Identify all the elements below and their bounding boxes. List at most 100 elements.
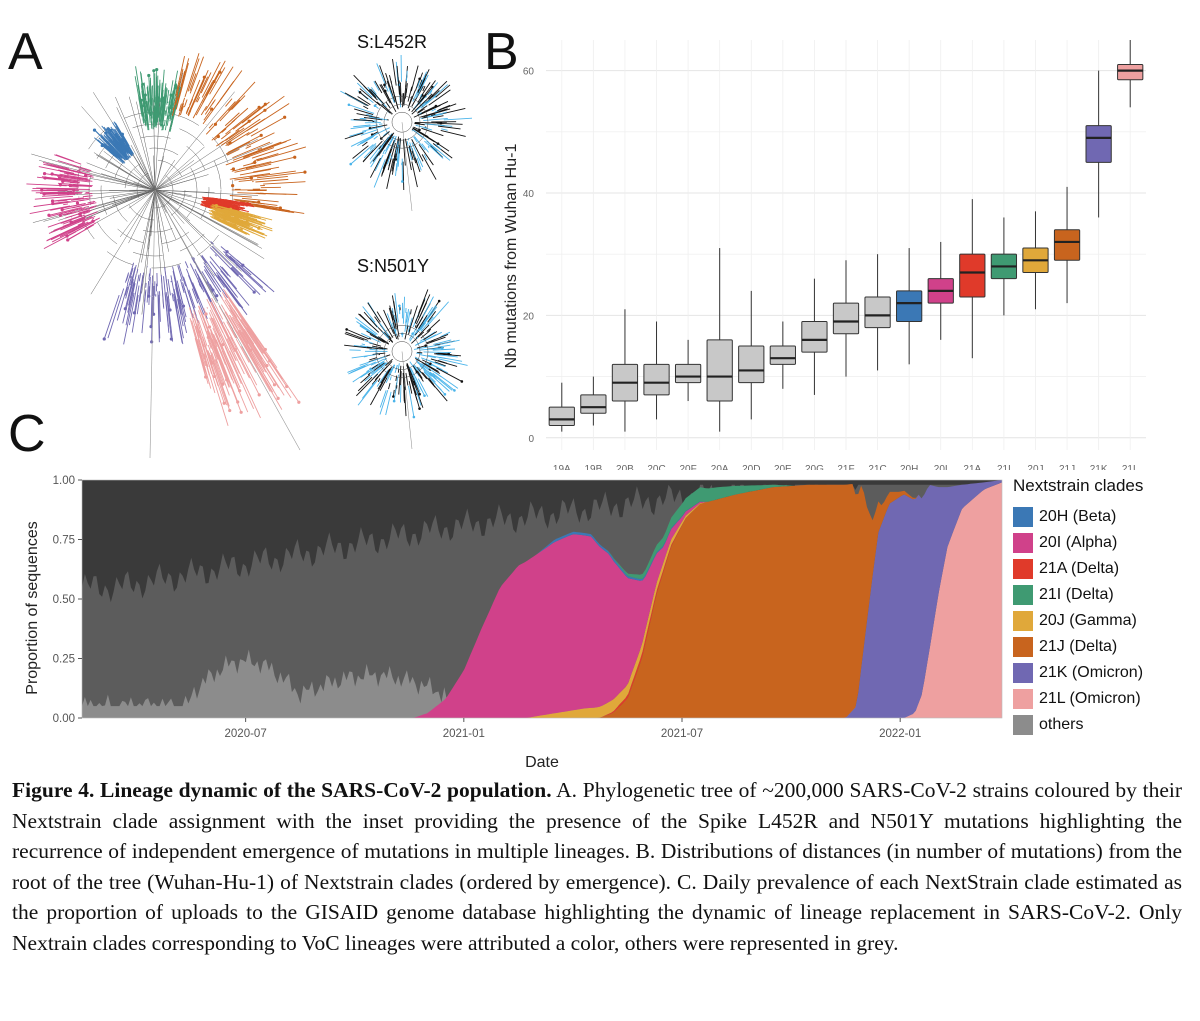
area-21k-omicron- bbox=[82, 480, 1002, 718]
box-body bbox=[706, 339, 733, 402]
legend-title: Nextstrain clades bbox=[1013, 476, 1144, 495]
y-tick-label: 0.75 bbox=[53, 535, 75, 547]
legend-swatch bbox=[1013, 559, 1033, 579]
x-tick-label: 20C bbox=[647, 464, 665, 470]
box-20G bbox=[801, 278, 828, 395]
x-tick-label: 21L bbox=[1122, 464, 1139, 470]
area-ylabel: Proportion of sequences bbox=[24, 521, 41, 694]
box-20I bbox=[927, 241, 954, 340]
y-tick-label: 60 bbox=[523, 67, 535, 78]
box-20A bbox=[706, 248, 733, 432]
x-tick-label: 2022-01 bbox=[879, 728, 921, 740]
legend-item: 21A (Delta) bbox=[1013, 556, 1183, 582]
legend-label: 21I (Delta) bbox=[1039, 586, 1114, 603]
figure-caption: Figure 4. Lineage dynamic of the SARS-Co… bbox=[12, 775, 1182, 959]
box-body bbox=[832, 302, 860, 335]
box-body bbox=[738, 345, 765, 384]
box-body bbox=[548, 406, 575, 427]
box-body bbox=[896, 290, 923, 322]
legend-item: 21I (Delta) bbox=[1013, 582, 1183, 608]
box-body bbox=[864, 296, 891, 329]
box-body bbox=[1085, 125, 1112, 163]
legend-item: 20J (Gamma) bbox=[1013, 608, 1183, 634]
x-tick-label: 19A bbox=[553, 464, 571, 470]
x-tick-label: 20G bbox=[805, 464, 824, 470]
y-tick-label: 40 bbox=[523, 189, 535, 200]
tree-clade-sector bbox=[26, 154, 100, 250]
box-body bbox=[1117, 63, 1144, 81]
box-20E bbox=[769, 321, 796, 389]
box-body bbox=[580, 394, 607, 414]
legend-label: 20I (Alpha) bbox=[1039, 534, 1118, 551]
x-tick-label: 21K bbox=[1090, 464, 1108, 470]
legend-label: others bbox=[1039, 716, 1084, 733]
others-band-light bbox=[82, 649, 1002, 718]
legend-swatch bbox=[1013, 533, 1033, 553]
x-tick-label: 2020-07 bbox=[225, 728, 267, 740]
box-19A bbox=[548, 382, 575, 432]
caption-lead: Figure 4. Lineage dynamic of the SARS-Co… bbox=[12, 778, 552, 802]
tree-clade-sector bbox=[171, 53, 307, 214]
y-tick-label: 0 bbox=[528, 434, 534, 445]
tree-clade-sector bbox=[208, 203, 273, 239]
x-tick-label: 2021-01 bbox=[443, 728, 485, 740]
x-tick-label: 20D bbox=[742, 464, 760, 470]
y-tick-label: 0.50 bbox=[53, 594, 75, 606]
box-20F bbox=[674, 339, 702, 402]
legend-swatch bbox=[1013, 637, 1033, 657]
legend-item: 20I (Alpha) bbox=[1013, 530, 1183, 556]
legend-item: 21K (Omicron) bbox=[1013, 660, 1183, 686]
x-tick-label: 21A bbox=[963, 464, 981, 470]
phylogenetic-tree bbox=[26, 53, 307, 459]
box-21C bbox=[864, 254, 891, 371]
box-20D bbox=[738, 290, 765, 420]
box-21K bbox=[1085, 70, 1112, 218]
x-tick-label: 20I bbox=[934, 464, 948, 470]
legend-swatch bbox=[1013, 715, 1033, 735]
box-body bbox=[801, 320, 828, 353]
tree-clade-sector bbox=[102, 241, 275, 345]
legend-label: 20H (Beta) bbox=[1039, 508, 1117, 525]
box-21L bbox=[1117, 40, 1144, 108]
box-body bbox=[643, 363, 670, 396]
boxplot-chart: Nb mutations from Wuhan Hu-1 0 20 40 60 19A 1… bbox=[503, 40, 1146, 470]
legend-swatch bbox=[1013, 585, 1033, 605]
area-21j-delta- bbox=[82, 480, 1002, 718]
legend-label: 21A (Delta) bbox=[1039, 560, 1120, 577]
x-tick-label: 20F bbox=[679, 464, 696, 470]
legend-swatch bbox=[1013, 507, 1033, 527]
legend-swatch bbox=[1013, 611, 1033, 631]
legend-swatch bbox=[1013, 663, 1033, 683]
inset-tree-n501y bbox=[344, 289, 468, 450]
box-19B bbox=[580, 376, 607, 426]
panel-a-letter: A bbox=[8, 23, 43, 81]
x-tick-label: 20H bbox=[900, 464, 918, 470]
inset-l452r-title: S:L452R bbox=[357, 32, 428, 52]
area-20i-alpha- bbox=[82, 480, 1002, 718]
x-tick-label: 21F bbox=[837, 464, 854, 470]
area-xlabel: Date bbox=[525, 754, 559, 771]
x-tick-label: 20J bbox=[1027, 464, 1043, 470]
legend-swatch bbox=[1013, 689, 1033, 709]
box-21J bbox=[1053, 186, 1081, 304]
legend-item: 21L (Omicron) bbox=[1013, 686, 1183, 712]
boxplot-ylabel: Nb mutations from Wuhan Hu-1 bbox=[503, 144, 520, 369]
legend-label: 21L (Omicron) bbox=[1039, 690, 1141, 707]
y-tick-label: 1.00 bbox=[53, 475, 75, 487]
tree-clade-sector bbox=[134, 66, 186, 132]
legend-item: others bbox=[1013, 712, 1183, 738]
y-tick-label: 0.00 bbox=[53, 713, 75, 725]
caption-text: A. Phylogenetic tree of ~200,000 SARS-Co… bbox=[12, 778, 1182, 955]
box-20H bbox=[896, 248, 923, 365]
box-20J bbox=[1022, 211, 1049, 310]
x-tick-label: 21J bbox=[1059, 464, 1075, 470]
x-tick-label: 20A bbox=[711, 464, 729, 470]
inset-n501y-title: S:N501Y bbox=[357, 256, 430, 276]
x-tick-label: 2021-07 bbox=[661, 728, 703, 740]
inset-tree-l452r bbox=[340, 55, 472, 212]
x-tick-label: 21I bbox=[997, 464, 1011, 470]
x-tick-label: 21C bbox=[868, 464, 886, 470]
x-tick-label: 20E bbox=[774, 464, 792, 470]
box-20C bbox=[643, 321, 670, 420]
legend-label: 21J (Delta) bbox=[1039, 638, 1118, 655]
